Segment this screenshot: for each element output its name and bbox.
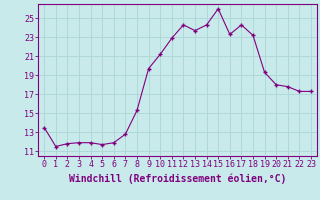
X-axis label: Windchill (Refroidissement éolien,°C): Windchill (Refroidissement éolien,°C) xyxy=(69,173,286,184)
